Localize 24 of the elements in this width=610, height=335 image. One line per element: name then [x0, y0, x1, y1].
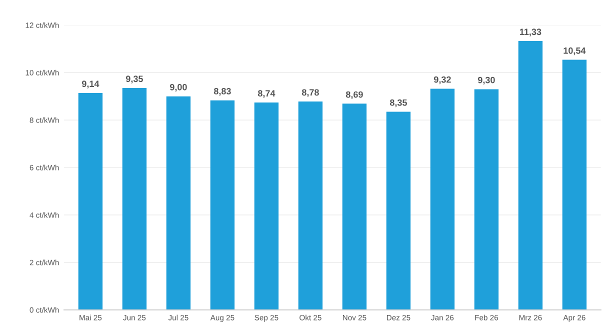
data-label: 8,74	[258, 90, 276, 98]
bar	[562, 60, 587, 310]
data-label: 9,14	[82, 80, 100, 88]
bar	[430, 88, 455, 310]
bar	[122, 88, 147, 310]
data-label: 11,33	[520, 28, 542, 36]
bar	[298, 102, 323, 310]
data-label: 10,54	[564, 47, 586, 56]
data-label: 8,78	[302, 89, 319, 97]
bar	[386, 112, 411, 310]
bar	[166, 96, 191, 310]
bar	[254, 102, 279, 310]
bar	[210, 100, 235, 310]
bar	[518, 41, 543, 310]
data-label: 8,35	[390, 99, 407, 108]
bar	[474, 89, 499, 310]
data-label: 8,83	[214, 88, 231, 96]
data-label: 8,69	[346, 91, 363, 100]
bar	[78, 92, 103, 310]
data-label: 9,32	[434, 76, 451, 84]
bar	[342, 104, 367, 310]
data-label: 9,35	[126, 76, 143, 84]
data-label: 9,30	[478, 76, 495, 85]
data-label: 9,00	[170, 84, 187, 92]
